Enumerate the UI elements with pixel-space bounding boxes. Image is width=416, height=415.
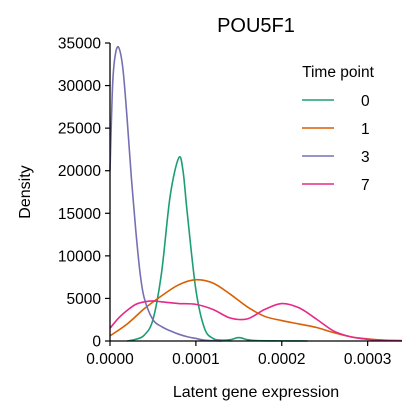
legend-label-3: 3 bbox=[361, 149, 370, 166]
x-axis-label: Latent gene expression bbox=[173, 384, 339, 401]
y-tick-label: 0 bbox=[92, 334, 101, 351]
legend: Time point 0 1 3 7 bbox=[302, 64, 375, 194]
legend-label-7: 7 bbox=[361, 177, 370, 194]
y-tick-label: 30000 bbox=[58, 78, 101, 95]
y-tick-label: 15000 bbox=[58, 206, 101, 223]
y-axis-label: Density bbox=[17, 165, 34, 218]
x-tick-label: 0.0000 bbox=[86, 351, 134, 368]
y-tick-label: 25000 bbox=[58, 121, 101, 138]
y-tick-label: 35000 bbox=[58, 36, 101, 53]
x-tick-label: 0.0002 bbox=[258, 351, 305, 368]
x-ticks: 0.0000 0.0001 0.0002 0.0003 bbox=[86, 341, 391, 368]
x-tick-label: 0.0001 bbox=[172, 351, 219, 368]
legend-title: Time point bbox=[302, 64, 374, 81]
x-tick-label: 0.0003 bbox=[344, 351, 391, 368]
plot-axes bbox=[109, 43, 402, 342]
y-tick-label: 10000 bbox=[58, 248, 101, 265]
legend-label-0: 0 bbox=[361, 93, 370, 110]
legend-label-1: 1 bbox=[361, 121, 370, 138]
chart-title: POU5F1 bbox=[217, 15, 295, 37]
series-line-3 bbox=[109, 45, 222, 342]
y-tick-label: 5000 bbox=[67, 291, 102, 308]
y-tick-label: 20000 bbox=[58, 163, 101, 180]
y-ticks: 0 5000 10000 15000 20000 25000 30000 35000 bbox=[58, 36, 110, 351]
series-line-7 bbox=[109, 300, 403, 342]
